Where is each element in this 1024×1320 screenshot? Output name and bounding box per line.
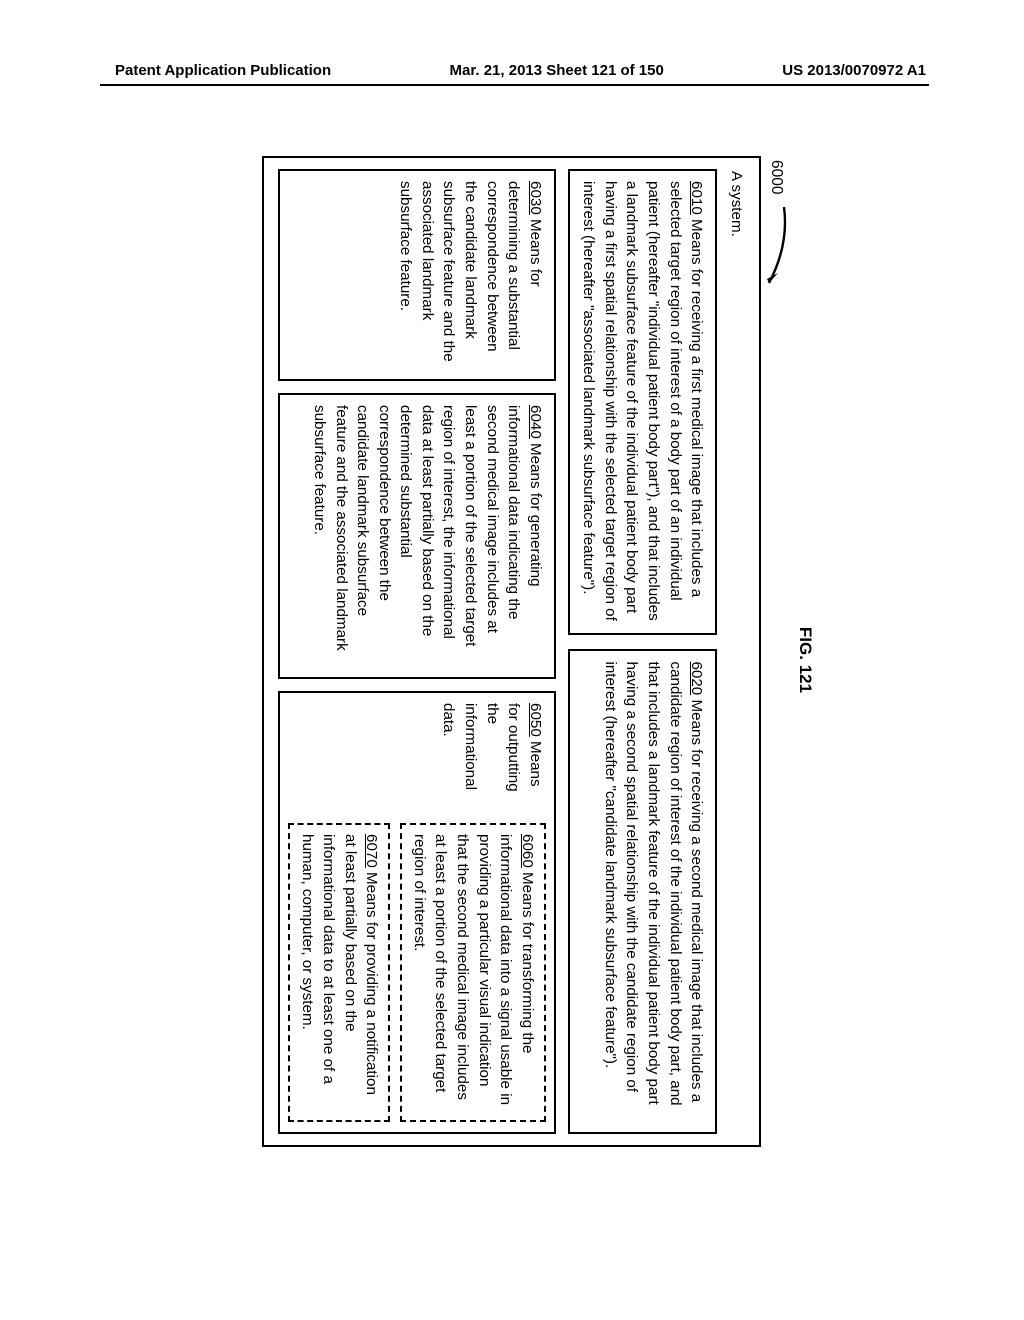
figure-ref-number: 6000 (768, 160, 785, 194)
box-6020: 6020 Means for receiving a second medica… (568, 649, 717, 1134)
figure-title: FIG. 121 (793, 150, 817, 1170)
header-right: US 2013/0070972 A1 (782, 62, 926, 79)
box-6030: 6030 Means for determining a substantial… (278, 169, 556, 381)
lead-arrow-icon (765, 205, 787, 295)
box-6040: 6040 Means for generating informational … (278, 393, 556, 679)
box-6030-text: Means for determining a substantial corr… (397, 181, 543, 362)
box-6010: 6010 Means for receiving a first medical… (568, 169, 717, 635)
box-6010-text: Means for receiving a first medical imag… (580, 181, 705, 621)
header-rule (100, 84, 929, 86)
rotated-figure-wrap: FIG. 121 6000 A system. 6010 Means for r… (207, 150, 817, 1170)
box-6070: 6070 Means for providing a notification … (288, 823, 390, 1122)
top-row: 6010 Means for receiving a first medical… (568, 169, 717, 1134)
system-label: A system. (725, 171, 747, 1134)
box-6030-num: 6030 (527, 181, 544, 215)
header-center: Mar. 21, 2013 Sheet 121 of 150 (450, 62, 664, 79)
figure-ref-line: 6000 (765, 160, 787, 1170)
box-6020-num: 6020 (688, 661, 705, 695)
box-6070-text: Means for providing a notification at le… (299, 834, 381, 1095)
box-6050-right: 6060 Means for transforming the informat… (280, 813, 554, 1132)
page-header: Patent Application Publication Mar. 21, … (0, 62, 1024, 79)
box-6040-num: 6040 (527, 405, 544, 439)
box-6050-left: 6050 Means for outputting the informatio… (280, 693, 554, 813)
system-box: A system. 6010 Means for receiving a fir… (262, 156, 761, 1147)
box-6060: 6060 Means for transforming the informat… (400, 823, 545, 1122)
box-6050: 6050 Means for outputting the informatio… (278, 691, 556, 1134)
bottom-row: 6030 Means for determining a substantial… (278, 169, 556, 1134)
box-6020-text: Means for receiving a second medical ima… (602, 661, 705, 1105)
box-6040-text: Means for generating informational data … (311, 405, 544, 651)
header-left: Patent Application Publication (115, 62, 331, 79)
box-6070-num: 6070 (363, 834, 380, 868)
box-6060-num: 6060 (519, 834, 536, 868)
box-6050-num: 6050 (527, 703, 544, 737)
page: Patent Application Publication Mar. 21, … (0, 0, 1024, 1320)
box-6010-num: 6010 (688, 181, 705, 215)
box-6060-text: Means for transforming the informational… (411, 834, 536, 1105)
figure-121: FIG. 121 6000 A system. 6010 Means for r… (207, 150, 817, 1170)
